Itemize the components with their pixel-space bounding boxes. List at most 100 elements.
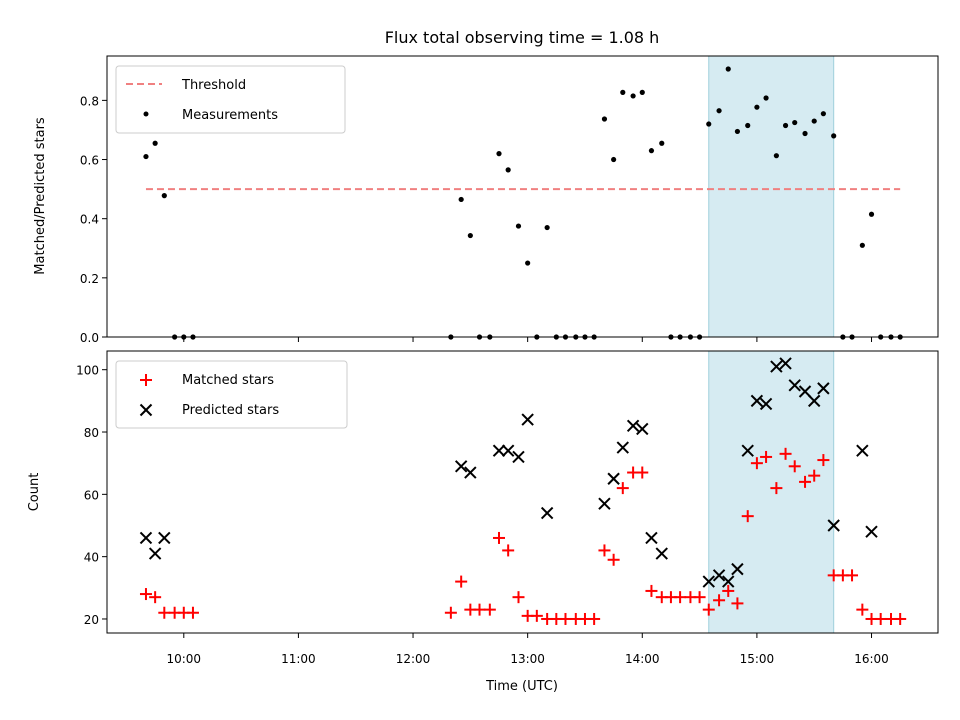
measurement-point [496, 151, 502, 157]
measurement-point [611, 156, 617, 163]
chart-title: Flux total observing time = 1.08 h [385, 28, 660, 47]
matched-star-point [598, 544, 611, 557]
matched-star-point [750, 457, 763, 470]
predicted-star-point [865, 525, 878, 538]
bottom-plot-marks [139, 357, 907, 625]
predicted-star-point [607, 472, 620, 485]
legend-plus-marker [140, 374, 152, 386]
bottom-legend: Matched stars Predicted stars [115, 360, 348, 429]
top-x-ticks [183, 337, 873, 342]
measurement-point [792, 119, 798, 126]
matched-star-point [493, 531, 506, 544]
matched-star-point [616, 482, 629, 495]
legend-predicted-label: Predicted stars [182, 403, 279, 418]
bottom-ytick-label: 40 [84, 551, 99, 565]
predicted-star-point [722, 575, 735, 588]
matched-star-point [693, 591, 706, 604]
matched-star-point [722, 584, 735, 597]
measurement-point [859, 242, 865, 248]
bottom-xtick-label: 14:00 [625, 652, 660, 666]
top-y-axis-label: Matched/Predicted stars [33, 117, 48, 275]
predicted-star-point [779, 357, 792, 370]
matched-star-point [473, 603, 486, 616]
bottom-xtick-label: 13:00 [510, 652, 545, 666]
predicted-star-point [788, 379, 801, 392]
measurement-point [820, 111, 826, 117]
measurement-point [802, 130, 808, 137]
predicted-star-point [521, 413, 534, 426]
matched-star-point [731, 597, 744, 610]
predicted-star-point [540, 506, 554, 520]
x-axis-label: Time (UTC) [485, 679, 558, 694]
predicted-star-point [731, 562, 744, 576]
predicted-star-point [770, 360, 783, 373]
measurement-point [525, 260, 531, 266]
matched-star-point [817, 454, 830, 467]
matched-star-point [779, 447, 792, 460]
top-legend: Threshold Measurements [115, 65, 346, 134]
matched-star-point [894, 612, 907, 625]
measurement-point [706, 121, 712, 127]
measurement-point [601, 116, 608, 122]
legend-matched-swatch [140, 374, 152, 386]
matched-star-point [674, 591, 687, 604]
bottom-axes-frame [106, 350, 939, 634]
measurement-point [734, 128, 741, 135]
legend-measurements-swatch [143, 111, 149, 117]
predicted-star-point [798, 385, 812, 398]
matched-star-point [645, 584, 658, 597]
matched-star-point [158, 606, 171, 619]
predicted-star-point [636, 422, 649, 436]
measurement-point [745, 122, 751, 129]
matched-star-point [636, 466, 649, 479]
top-y-ticks: 0.0 0.2 0.4 0.6 0.8 [80, 94, 107, 345]
top-ytick-label: 0.8 [80, 94, 99, 108]
legend-x-marker [139, 403, 153, 417]
measurement-point [143, 153, 149, 160]
matched-star-point [799, 475, 812, 488]
bottom-y-ticks: 20 40 60 80 100 [76, 364, 107, 627]
matched-star-point [512, 591, 525, 604]
predicted-star-point [626, 419, 640, 432]
top-legend-box [115, 65, 346, 134]
matched-star-point [483, 603, 496, 616]
predicted-star-point [817, 382, 830, 395]
bottom-ytick-label: 100 [76, 364, 99, 378]
measurement-point [544, 224, 550, 231]
predicted-star-point [148, 547, 162, 560]
predicted-star-point [454, 460, 468, 473]
bottom-xtick-label: 10:00 [166, 652, 201, 666]
measurement-point [639, 89, 645, 95]
predicted-star-point [655, 547, 668, 560]
matched-star-point [502, 544, 515, 557]
top-ytick-label: 0.6 [80, 154, 99, 168]
measurement-point [161, 193, 167, 199]
bottom-y-axis-label: Count [27, 473, 42, 512]
observing-span-bottom [708, 350, 835, 634]
matched-star-point [760, 450, 773, 463]
predicted-star-point [759, 397, 773, 411]
predicted-star-point [512, 450, 525, 464]
legend-threshold-label: Threshold [181, 78, 246, 93]
top-ytick-label: 0.2 [80, 272, 99, 286]
matched-star-point [559, 612, 572, 625]
predicted-star-point [501, 444, 515, 457]
measurement-point [659, 140, 665, 146]
measurement-point [458, 196, 464, 203]
measurement-point [725, 66, 731, 72]
bottom-xtick-label: 15:00 [740, 652, 775, 666]
bottom-xtick-label: 12:00 [396, 652, 431, 666]
predicted-star-point [827, 519, 840, 532]
bottom-xtick-label: 11:00 [281, 652, 316, 666]
bottom-legend-box [115, 360, 348, 429]
bottom-ytick-label: 20 [84, 613, 99, 627]
measurement-point [868, 211, 875, 217]
predicted-star-point [139, 531, 153, 545]
matched-star-point [588, 612, 601, 625]
measurement-point [467, 232, 473, 239]
predicted-star-point [598, 497, 611, 510]
measurement-point [152, 140, 158, 146]
legend-predicted-swatch [139, 403, 153, 417]
matched-star-point [788, 460, 801, 473]
